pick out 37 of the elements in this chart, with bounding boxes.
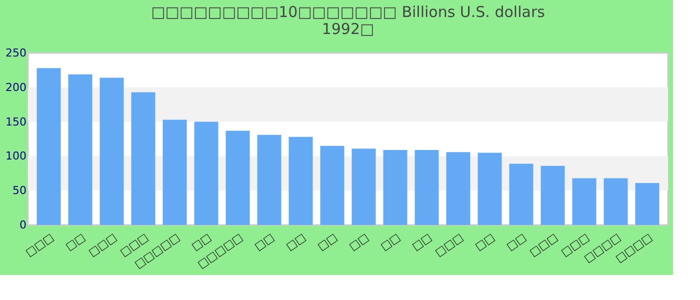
x-tick-label: □□: [472, 230, 498, 254]
bar: [352, 148, 376, 225]
bar: [36, 68, 61, 225]
y-tick-label: 50: [12, 184, 26, 198]
bar: [320, 146, 344, 225]
text: 1992□: [322, 20, 374, 38]
bar: [194, 122, 218, 225]
bar: [68, 74, 92, 225]
bar: [604, 178, 628, 225]
x-tick-label: □□: [252, 230, 277, 254]
text: □□□□□□□□□10□□□□□□□ Billions U.S. dollars: [151, 3, 545, 21]
y-tick-label: 250: [6, 46, 26, 60]
x-tick-label: □□: [504, 230, 529, 254]
bar: [509, 164, 534, 225]
bar: [572, 178, 596, 225]
bar: [288, 136, 313, 225]
bar: [226, 130, 250, 225]
bar: [635, 183, 660, 225]
bar: [162, 120, 187, 225]
bar: [478, 152, 502, 225]
y-tick-label: 150: [6, 115, 26, 128]
bar: [131, 92, 156, 225]
x-tick-label: □□: [315, 230, 340, 254]
x-tick-label: □□: [63, 230, 88, 254]
x-tick-label: □□: [284, 230, 308, 254]
y-tick-label: 100: [6, 150, 26, 163]
bar: [257, 134, 282, 225]
bar: [383, 150, 408, 225]
bar: [540, 166, 565, 225]
x-tick-label: □□: [346, 230, 372, 254]
bar: [446, 152, 470, 225]
bar: [100, 78, 124, 225]
y-tick-label: 0: [20, 218, 26, 232]
x-tick-label: □□: [410, 230, 434, 254]
bar: [414, 150, 439, 225]
y-tick-label: 200: [6, 80, 26, 94]
x-tick-label: □□: [378, 230, 403, 254]
